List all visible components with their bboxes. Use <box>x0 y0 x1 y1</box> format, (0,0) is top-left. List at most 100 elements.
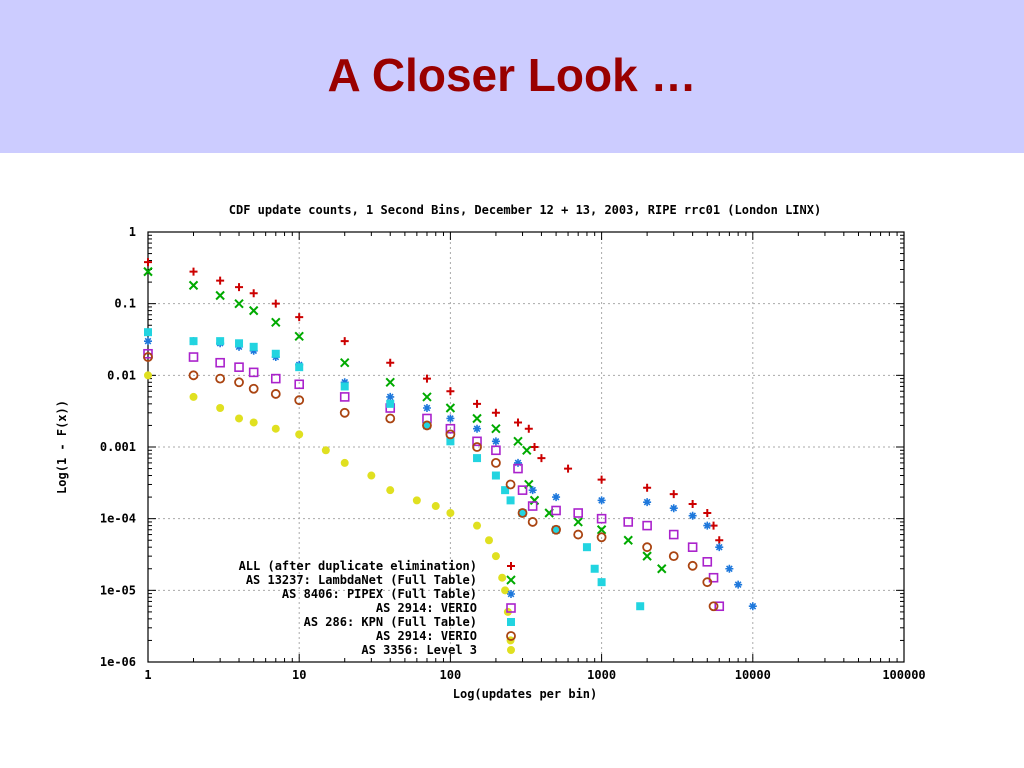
data-point <box>234 298 244 309</box>
data-point <box>295 363 304 372</box>
data-point <box>725 564 734 573</box>
data-point <box>271 317 281 327</box>
data-point <box>597 496 606 505</box>
legend-label: AS 286: KPN (Full Table) <box>304 615 477 629</box>
data-point <box>340 337 349 346</box>
data-point <box>216 276 225 285</box>
data-point <box>513 436 523 447</box>
data-point <box>552 493 561 502</box>
series-5 <box>143 352 719 612</box>
x-tick-label: 100000 <box>882 668 925 682</box>
data-point <box>249 418 258 427</box>
data-point <box>708 572 719 583</box>
data-point <box>321 446 330 455</box>
data-point <box>235 414 244 423</box>
data-point <box>143 352 153 362</box>
data-point <box>340 458 349 467</box>
data-point <box>623 535 633 545</box>
data-point <box>522 445 532 455</box>
data-point <box>668 529 679 540</box>
data-point <box>189 337 198 346</box>
data-point <box>688 500 697 509</box>
data-point <box>501 486 510 495</box>
data-point <box>189 267 198 276</box>
data-point <box>491 423 501 434</box>
data-point <box>714 601 725 612</box>
legend-marker <box>507 562 515 570</box>
data-point <box>688 511 697 520</box>
data-point <box>271 424 280 433</box>
data-point <box>524 424 533 433</box>
data-point <box>564 464 573 473</box>
slide-title: A Closer Look … <box>327 49 697 101</box>
data-point <box>215 373 226 384</box>
data-point <box>294 331 304 342</box>
data-point <box>340 378 349 387</box>
data-point <box>235 339 244 348</box>
data-point <box>271 349 280 358</box>
data-point <box>385 377 395 387</box>
data-point <box>472 436 482 447</box>
data-point <box>687 560 698 571</box>
data-point <box>642 542 653 553</box>
legend-marker <box>507 646 515 654</box>
data-point <box>537 454 546 463</box>
data-point <box>249 342 258 351</box>
legend-marker <box>507 590 515 598</box>
data-point <box>642 551 652 561</box>
data-point <box>643 483 652 492</box>
data-point <box>642 520 652 531</box>
y-axis-label: Log(1 - F(x)) <box>55 400 69 494</box>
y-tick-label: 1e-06 <box>100 655 136 669</box>
data-point <box>597 578 606 587</box>
data-point <box>446 437 455 446</box>
data-point <box>551 524 561 535</box>
data-point <box>506 496 515 505</box>
legend-label: AS 13237: LambdaNet (Full Table) <box>246 573 477 587</box>
data-point <box>422 392 432 402</box>
data-point <box>668 551 679 562</box>
x-tick-label: 100 <box>440 668 462 682</box>
data-point <box>715 536 724 545</box>
data-point <box>491 445 501 456</box>
data-point <box>248 305 259 316</box>
data-point <box>514 418 523 427</box>
data-point <box>215 357 225 368</box>
data-point <box>143 348 153 359</box>
data-point <box>473 521 482 530</box>
data-point <box>702 577 713 588</box>
series-6 <box>144 371 515 645</box>
y-tick-label: 1e-05 <box>100 583 136 597</box>
data-point <box>715 543 724 552</box>
legend-label: AS 2914: VERIO <box>376 601 477 615</box>
y-tick-label: 0.001 <box>100 440 136 454</box>
axis-ticks: 1 10 100 1000 10000 100000 1 0.1 0.01 0.001 1e-04 1… <box>100 225 926 682</box>
legend-marker <box>506 575 516 585</box>
data-point <box>386 486 395 495</box>
data-point <box>491 408 500 417</box>
data-point <box>235 283 244 292</box>
data-point <box>484 536 493 545</box>
data-point <box>518 508 527 517</box>
data-point <box>446 414 455 423</box>
data-point <box>216 337 225 346</box>
data-point <box>703 508 712 517</box>
data-point <box>385 413 396 424</box>
legend-label: AS 3356: Level 3 <box>361 643 477 657</box>
data-point <box>445 423 456 434</box>
data-point <box>144 337 152 346</box>
data-point <box>248 383 259 394</box>
legend-marker <box>506 631 516 641</box>
data-point <box>703 521 712 530</box>
x-tick-label: 10 <box>292 668 306 682</box>
data-point <box>446 508 455 517</box>
data-point <box>340 358 350 368</box>
data-point <box>234 362 244 372</box>
data-point <box>643 498 652 507</box>
grid <box>148 232 904 662</box>
data-point <box>473 454 482 463</box>
data-point <box>412 496 421 505</box>
data-point <box>702 557 713 567</box>
data-point <box>422 374 431 383</box>
data-point <box>527 501 538 511</box>
